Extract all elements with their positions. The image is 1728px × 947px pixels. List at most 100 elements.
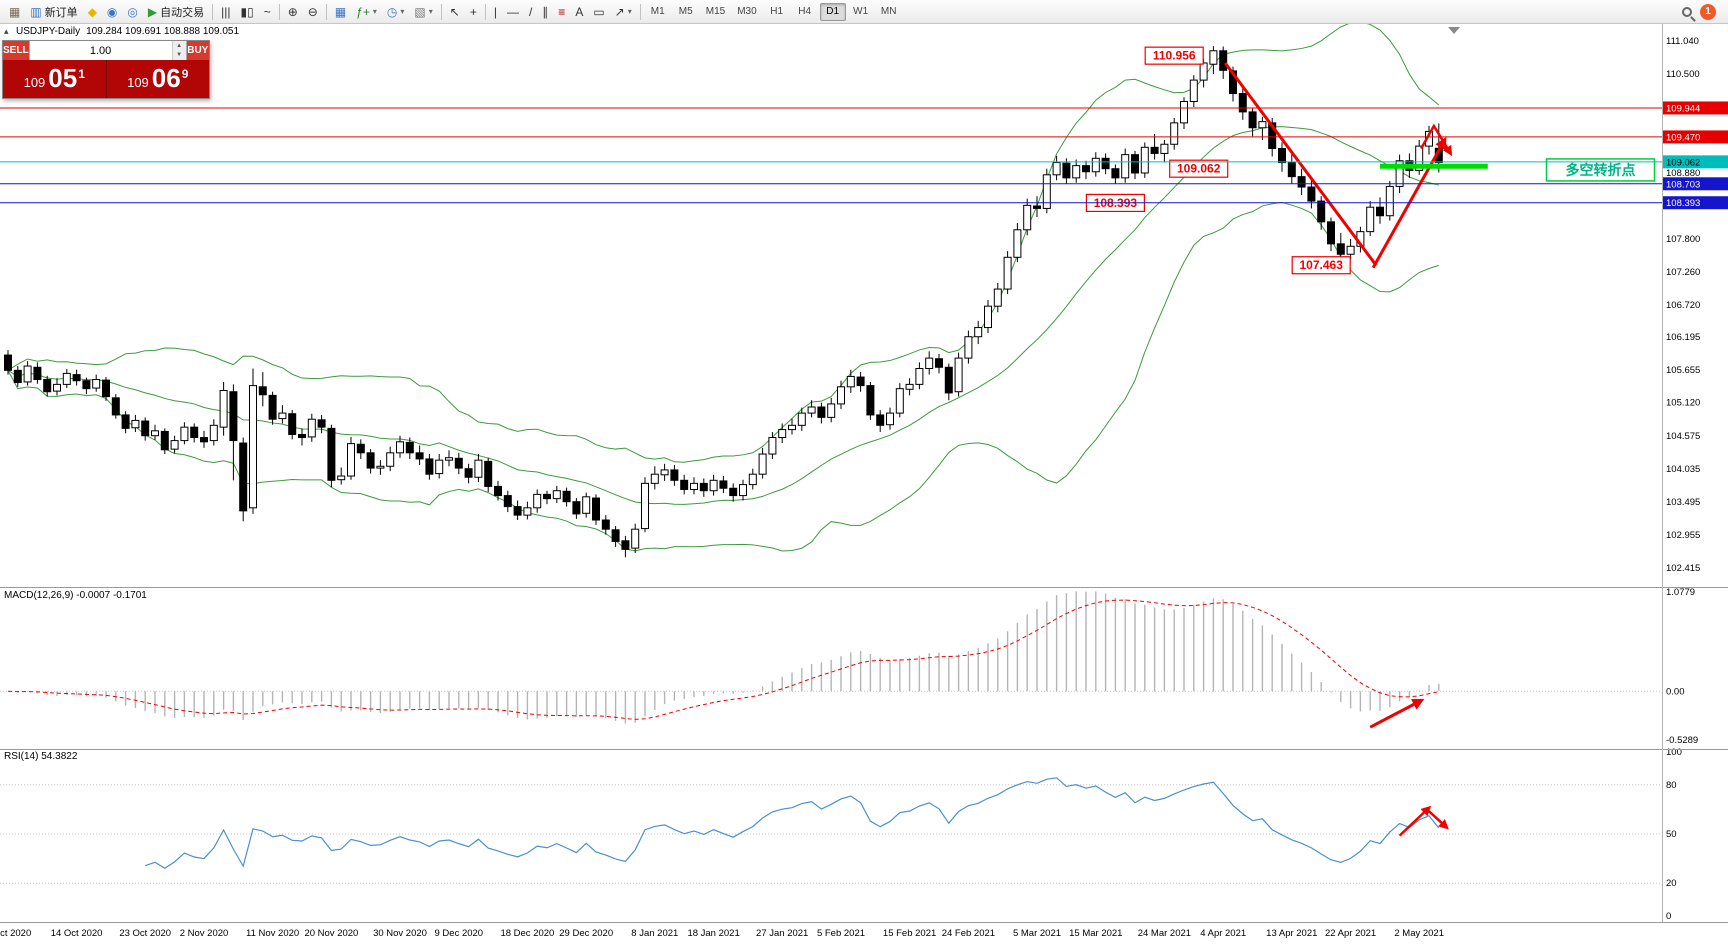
indicators-button[interactable]: ƒ+ ▾ bbox=[351, 2, 382, 22]
periods-icon: ◷ bbox=[386, 4, 398, 19]
arrows-button[interactable]: ↗ ▾ bbox=[610, 2, 637, 22]
metaeditor-button[interactable]: ◆ bbox=[83, 2, 102, 22]
svg-text:24 Mar 2021: 24 Mar 2021 bbox=[1138, 928, 1191, 939]
svg-text:18 Jan 2021: 18 Jan 2021 bbox=[687, 928, 739, 939]
svg-text:105.655: 105.655 bbox=[1666, 365, 1700, 376]
new-order-button-label: 新订单 bbox=[44, 6, 78, 19]
timeframe-d1-button[interactable]: D1 bbox=[819, 2, 846, 21]
timeframe-w1-button[interactable]: W1 bbox=[853, 6, 869, 17]
svg-text:108.880: 108.880 bbox=[1666, 168, 1700, 179]
svg-text:23 Oct 2020: 23 Oct 2020 bbox=[119, 928, 171, 939]
timeframe-h4-button[interactable]: H4 bbox=[798, 6, 812, 17]
volume-spinner[interactable]: ▲ ▼ bbox=[171, 41, 186, 60]
zoom-in-button[interactable]: ⊕ bbox=[283, 2, 303, 22]
timeframe-m15-button[interactable]: M15 bbox=[705, 6, 726, 17]
new-order-button[interactable]: ▥ 新订单 bbox=[25, 2, 82, 22]
timeframe-group: M1 M5 M15 M30 H1 H4 D1 W1 MN bbox=[644, 2, 903, 21]
note-box[interactable] bbox=[1545, 158, 1656, 182]
trend-line[interactable] bbox=[1371, 136, 1447, 269]
cursor-button[interactable]: ↖ bbox=[445, 2, 465, 22]
svg-text:108.393: 108.393 bbox=[1666, 198, 1700, 209]
sell-button[interactable]: SELL bbox=[3, 41, 29, 60]
price-annotation-box[interactable] bbox=[1144, 46, 1204, 65]
horizontal-line-button[interactable]: — bbox=[502, 2, 524, 22]
timeframe-m5-button[interactable]: M5 bbox=[678, 6, 693, 17]
market-watch-button[interactable]: ◉ bbox=[102, 2, 122, 22]
indicators-icon: ƒ+ bbox=[356, 4, 370, 19]
bollinger-middle bbox=[7, 126, 1439, 505]
time-axis[interactable]: 8 Oct 2020 14 Oct 2020 23 Oct 2020 2 Nov 20… bbox=[0, 928, 1444, 939]
notification-badge[interactable]: 1 bbox=[1700, 3, 1716, 20]
tile-windows-button[interactable]: ▦ bbox=[330, 2, 351, 22]
macd-arrow[interactable] bbox=[1369, 698, 1425, 729]
templates-icon: ▧ bbox=[414, 4, 426, 19]
label-button[interactable]: ▭ bbox=[588, 2, 609, 22]
line-chart-button[interactable]: ~ bbox=[259, 2, 276, 22]
rsi-arrow[interactable] bbox=[1426, 808, 1449, 830]
fibonacci-button[interactable]: ≡ bbox=[553, 2, 570, 22]
buy-button[interactable]: BUY bbox=[186, 41, 209, 60]
svg-text:105.120: 105.120 bbox=[1666, 398, 1700, 409]
zigzag-arrow[interactable] bbox=[1420, 123, 1453, 156]
candlestick-chart-button[interactable]: ▮▯ bbox=[235, 2, 258, 22]
dropdown-arrow-icon: ▾ bbox=[372, 7, 377, 16]
crosshair-button[interactable]: + bbox=[465, 2, 482, 22]
buy-price[interactable]: 109 06 9 bbox=[106, 60, 209, 98]
tile-windows-icon: ▦ bbox=[334, 4, 347, 19]
price-chart-canvas[interactable]: 109.944 109.470 109.062 108.703 108.393 111.0… bbox=[0, 24, 1728, 947]
svg-text:102.955: 102.955 bbox=[1666, 530, 1700, 541]
timeframe-m30-button[interactable]: M30 bbox=[737, 6, 757, 17]
one-click-collapse-button[interactable]: ▴ bbox=[4, 26, 9, 36]
svg-text:103.495: 103.495 bbox=[1666, 497, 1700, 508]
rsi-arrow[interactable] bbox=[1398, 805, 1432, 837]
autotrading-button[interactable]: ▶ 自动交易 bbox=[143, 2, 209, 22]
sell-price[interactable]: 109 05 1 bbox=[3, 60, 106, 98]
search-icon[interactable] bbox=[1682, 6, 1692, 17]
price-scale[interactable]: 109.944 109.470 109.062 108.703 108.393 111.0… bbox=[1663, 36, 1728, 922]
sell-price-sup: 1 bbox=[78, 67, 85, 81]
vertical-line-button[interactable]: | bbox=[489, 2, 502, 22]
trend-line[interactable] bbox=[1223, 62, 1378, 267]
svg-text:5 Feb 2021: 5 Feb 2021 bbox=[817, 928, 865, 939]
svg-text:9 Dec 2020: 9 Dec 2020 bbox=[435, 928, 484, 939]
navigator-button[interactable]: ◎ bbox=[122, 2, 142, 22]
text-button[interactable]: A bbox=[570, 2, 588, 22]
sell-price-big: 05 bbox=[48, 63, 78, 93]
chart-shift-marker[interactable] bbox=[1448, 27, 1460, 34]
bar-chart-button[interactable]: ||| bbox=[216, 2, 235, 22]
timeframe-h1-button[interactable]: H1 bbox=[770, 6, 784, 17]
macd-label: MACD(12,26,9) -0.0007 -0.1701 bbox=[4, 590, 147, 601]
autotrading-icon: ▶ bbox=[147, 4, 158, 19]
toolbar-separator bbox=[440, 3, 442, 20]
svg-text:1.0779: 1.0779 bbox=[1666, 587, 1695, 598]
toolbar-separator bbox=[278, 3, 280, 20]
svg-text:5 Mar 2021: 5 Mar 2021 bbox=[1013, 928, 1061, 939]
zoom-in-icon: ⊕ bbox=[287, 4, 298, 19]
toolbar-right-group: 1 bbox=[1682, 3, 1724, 20]
svg-text:2 May 2021: 2 May 2021 bbox=[1394, 928, 1444, 939]
timeframe-m1-button[interactable]: M1 bbox=[650, 6, 665, 17]
periods-button[interactable]: ◷ ▾ bbox=[382, 2, 410, 22]
svg-text:14 Oct 2020: 14 Oct 2020 bbox=[51, 928, 103, 939]
toolbar-separator bbox=[484, 3, 486, 20]
price-annotation-box[interactable] bbox=[1169, 159, 1229, 178]
trendline-button[interactable]: / bbox=[524, 2, 537, 22]
crosshair-icon: + bbox=[469, 4, 477, 19]
volume-input[interactable] bbox=[29, 41, 172, 60]
svg-text:106.195: 106.195 bbox=[1666, 332, 1700, 343]
text-icon: A bbox=[575, 4, 584, 19]
channel-button[interactable]: ∥ bbox=[537, 2, 553, 22]
price-annotation-box[interactable] bbox=[1291, 256, 1351, 275]
volume-down-icon[interactable]: ▼ bbox=[172, 50, 186, 60]
volume-up-icon[interactable]: ▲ bbox=[172, 41, 186, 51]
zoom-out-button[interactable]: ⊖ bbox=[303, 2, 323, 22]
templates-button[interactable]: ▧ ▾ bbox=[409, 2, 437, 22]
svg-text:50: 50 bbox=[1666, 829, 1677, 840]
rsi-label: RSI(14) 54.3822 bbox=[4, 751, 78, 762]
svg-text:104.575: 104.575 bbox=[1666, 431, 1700, 442]
chart-window-button[interactable]: ▦ bbox=[4, 2, 25, 22]
toolbar-separator bbox=[325, 3, 327, 20]
svg-text:2 Nov 2020: 2 Nov 2020 bbox=[180, 928, 229, 939]
timeframe-mn-button[interactable]: MN bbox=[880, 6, 897, 17]
